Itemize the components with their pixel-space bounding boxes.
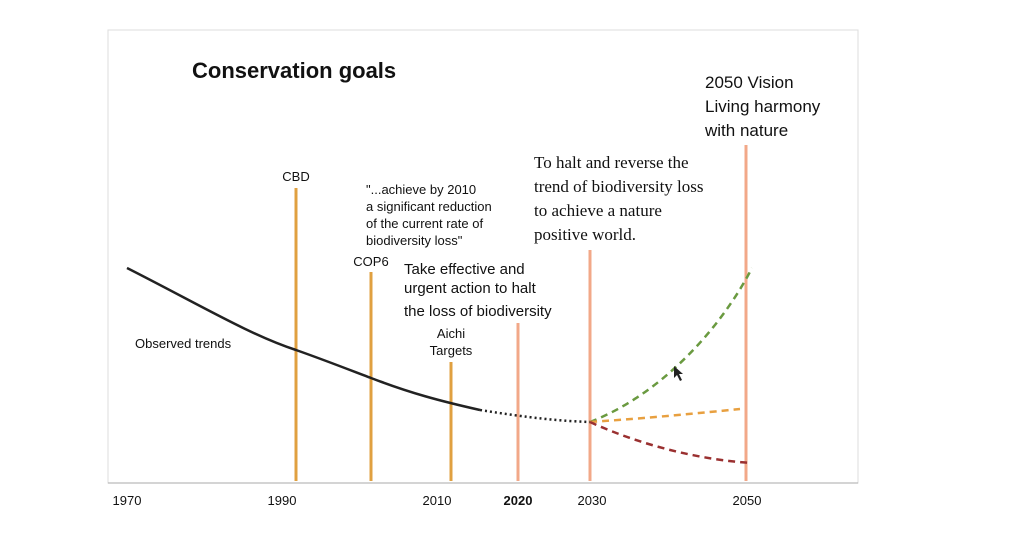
goal-2020: Take effective and urgent action to halt… [404,261,552,320]
x-label: 2030 [578,493,607,508]
goal-line: the loss of biodiversity [404,303,552,320]
x-label: 2050 [733,493,762,508]
quote-2010: "...achieve by 2010 a significant reduct… [366,182,492,248]
projected-trend [479,408,591,424]
x-label: 1990 [268,493,297,508]
vision-line: with nature [704,121,788,140]
quote-line: of the current rate of [366,216,483,231]
event-label: COP6 [353,254,388,269]
mouse-cursor [674,366,683,381]
observed-trend [126,266,481,412]
goal-line: Take effective and [404,261,525,278]
goal-line: to achieve a nature [534,201,662,220]
decline-scenario [589,420,753,465]
vision-line: 2050 Vision [705,73,794,92]
observed-label: Observed trends [135,336,232,351]
vision-2050: 2050 Vision Living harmony with nature [704,73,821,140]
halt-scenario [589,407,741,424]
goal-line: To halt and reverse the [534,153,689,172]
goal-line: positive world. [534,225,636,244]
title: Conservation goals [192,58,396,83]
positive-scenario [589,267,754,424]
event-label: Targets [430,343,473,358]
x-label: 2010 [423,493,452,508]
goal-line: urgent action to halt [404,280,537,297]
goal-line: trend of biodiversity loss [534,177,704,196]
quote-line: a significant reduction [366,199,492,214]
slide-frame [107,29,859,484]
x-label: 1970 [113,493,142,508]
quote-line: biodiversity loss" [366,233,463,248]
vision-line: Living harmony [705,97,821,116]
x-axis-labels: 1970 1990 2010 2020 2030 2050 [113,493,762,508]
goal-2030: To halt and reverse the trend of biodive… [534,153,704,244]
event-lines [294,145,748,481]
x-label: 2020 [504,493,533,508]
event-label: Aichi [437,326,465,341]
event-label: CBD [282,169,309,184]
quote-line: "...achieve by 2010 [366,182,476,197]
